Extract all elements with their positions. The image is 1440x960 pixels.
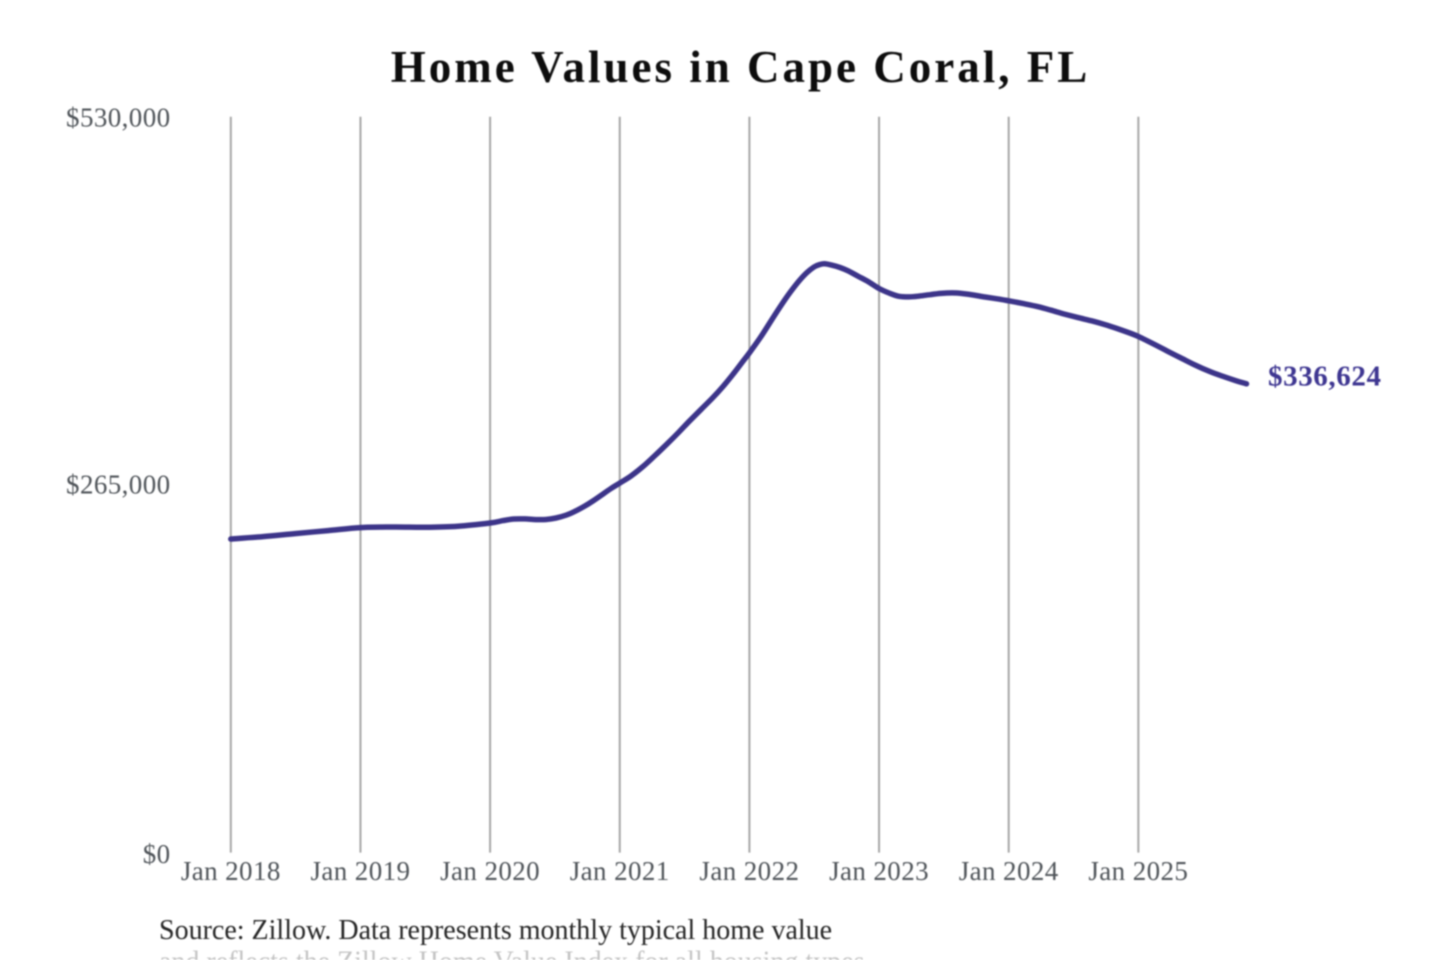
svg-text:Jan 2025: Jan 2025 [1088, 856, 1188, 886]
svg-text:$530,000: $530,000 [66, 102, 170, 132]
svg-text:Jan 2019: Jan 2019 [310, 856, 410, 886]
svg-text:and reflects the Zillow Home V: and reflects the Zillow Home Value Index… [159, 947, 865, 960]
svg-text:Jan 2021: Jan 2021 [570, 856, 670, 886]
svg-text:Source: Zillow. Data represent: Source: Zillow. Data represents monthly … [159, 915, 832, 946]
svg-text:Home Values in Cape Coral, FL: Home Values in Cape Coral, FL [391, 42, 1091, 92]
svg-text:$336,624: $336,624 [1268, 361, 1382, 393]
svg-text:Jan 2018: Jan 2018 [181, 856, 281, 886]
svg-text:Jan 2023: Jan 2023 [829, 856, 929, 886]
svg-text:$0: $0 [143, 839, 171, 869]
svg-text:Jan 2022: Jan 2022 [699, 856, 799, 886]
svg-text:Jan 2020: Jan 2020 [440, 856, 540, 886]
svg-text:Jan 2024: Jan 2024 [959, 856, 1059, 886]
svg-text:$265,000: $265,000 [66, 470, 170, 500]
